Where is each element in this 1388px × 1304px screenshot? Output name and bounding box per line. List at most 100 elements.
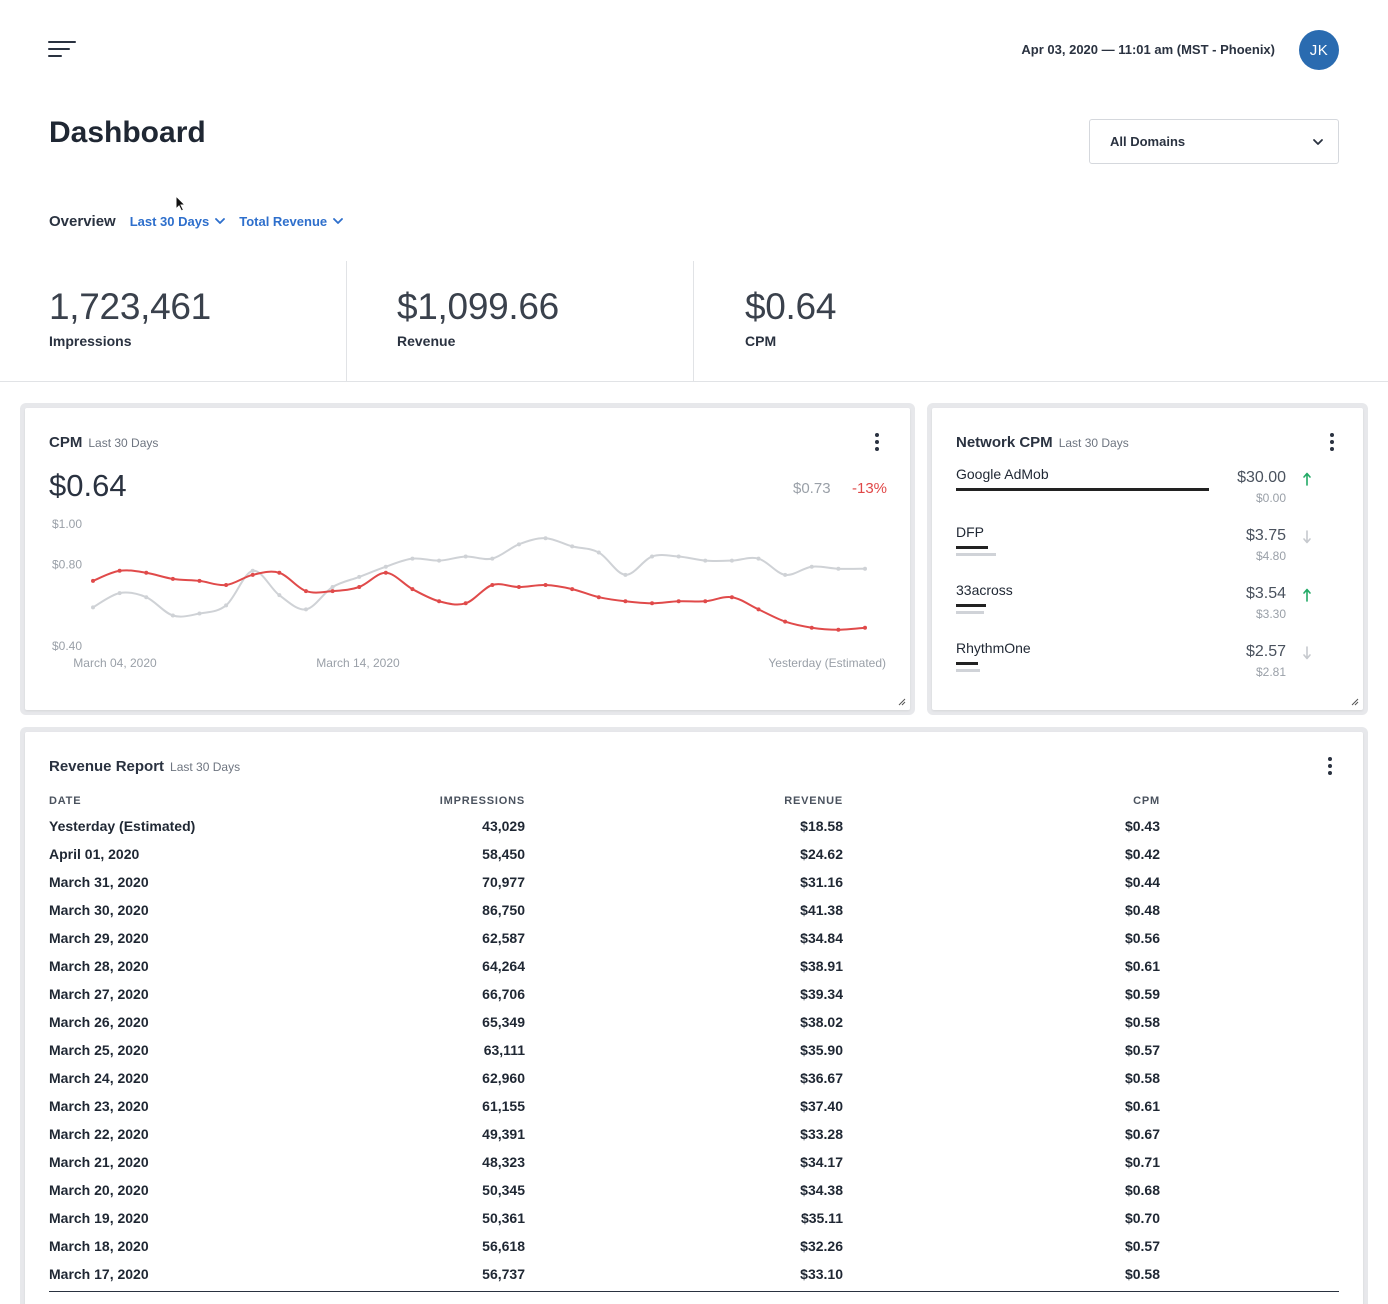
kpi-label: Revenue [397, 333, 456, 349]
card-title-text: Revenue Report [49, 758, 165, 775]
metric-filter-dropdown[interactable]: Total Revenue [239, 214, 344, 229]
network-cpm-card: Network CPM Last 30 Days Google AdMob $30.… [932, 408, 1363, 710]
cell-cpm: $0.42 [1124, 846, 1160, 862]
cell-cpm: $0.58 [1124, 1014, 1160, 1030]
current-cpm-point[interactable] [197, 578, 202, 583]
current-cpm-point[interactable] [357, 585, 362, 590]
more-options-icon[interactable] [1327, 757, 1333, 777]
current-cpm-point[interactable] [756, 607, 761, 612]
previous-cpm-point[interactable] [144, 595, 149, 600]
kpi-value: $0.64 [745, 286, 837, 327]
network-item[interactable]: Google AdMob $30.00 $0.00 [956, 466, 1336, 518]
previous-cpm-point[interactable] [410, 556, 415, 561]
current-cpm-point[interactable] [650, 601, 655, 606]
cell-impressions: 65,349 [482, 1014, 525, 1030]
previous-cpm-point[interactable] [330, 585, 335, 590]
table-header-row: DATE IMPRESSIONS REVENUE CPM [49, 790, 1339, 812]
current-cpm-point[interactable] [224, 583, 229, 587]
more-options-icon[interactable] [1329, 433, 1335, 453]
cell-spacer [1160, 1064, 1339, 1092]
current-cpm-point[interactable] [170, 576, 175, 581]
table-row: Yesterday (Estimated) 43,029 $18.58 $0.43 [49, 812, 1339, 840]
domain-select[interactable]: All Domains [1089, 119, 1339, 164]
previous-cpm-point[interactable] [596, 550, 601, 555]
previous-cpm-point[interactable] [570, 544, 575, 549]
previous-cpm-point[interactable] [756, 556, 761, 561]
period-filter-dropdown[interactable]: Last 30 Days [130, 214, 226, 229]
network-item[interactable]: 33across $3.54 $3.30 [956, 582, 1336, 634]
current-cpm-point[interactable] [516, 585, 521, 590]
network-item[interactable]: DFP $3.75 $4.80 [956, 524, 1336, 576]
current-cpm-point[interactable] [543, 583, 548, 587]
y-axis-tick-label: $0.40 [52, 639, 82, 653]
table-row: March 25, 2020 63,111 $35.90 $0.57 [49, 1036, 1339, 1064]
network-item[interactable]: RhythmOne $2.57 $2.81 [956, 640, 1336, 692]
menu-icon[interactable] [48, 40, 78, 60]
previous-cpm-point[interactable] [623, 572, 628, 577]
current-cpm-point[interactable] [410, 587, 415, 592]
previous-cpm-point[interactable] [516, 542, 521, 547]
cell-revenue: $36.67 [800, 1070, 843, 1086]
previous-cpm-point[interactable] [490, 556, 495, 561]
revenue-report-card: Revenue Report Last 30 Days DATE IMPRESSI… [25, 732, 1363, 1304]
column-header-cpm[interactable]: CPM [1133, 795, 1160, 807]
previous-cpm-point[interactable] [703, 558, 708, 563]
current-cpm-point[interactable] [676, 599, 681, 604]
previous-cpm-point[interactable] [197, 611, 202, 616]
previous-cpm-point[interactable] [170, 613, 175, 618]
current-cpm-point[interactable] [570, 587, 575, 592]
current-cpm-point[interactable] [596, 595, 601, 600]
previous-cpm-point[interactable] [863, 566, 867, 571]
current-cpm-point[interactable] [277, 570, 282, 575]
previous-cpm-point[interactable] [277, 593, 282, 598]
previous-cpm-point[interactable] [357, 574, 362, 579]
current-cpm-point[interactable] [809, 625, 814, 630]
previous-cpm-point[interactable] [91, 605, 95, 610]
current-cpm-point[interactable] [490, 583, 495, 587]
previous-cpm-point[interactable] [250, 568, 255, 573]
current-cpm-point[interactable] [463, 601, 468, 606]
previous-cpm-point[interactable] [117, 591, 122, 596]
current-cpm-point[interactable] [383, 570, 388, 575]
current-cpm-point[interactable] [250, 572, 255, 577]
network-prev-cpm-value: $2.81 [1255, 665, 1286, 679]
previous-cpm-point[interactable] [303, 607, 308, 612]
more-options-icon[interactable] [874, 433, 880, 453]
previous-cpm-point[interactable] [437, 558, 442, 563]
cell-spacer [1160, 1204, 1339, 1232]
revenue-table-body: Yesterday (Estimated) 43,029 $18.58 $0.43 Ap… [49, 812, 1339, 1288]
resize-handle-icon[interactable] [896, 696, 906, 706]
current-cpm-point[interactable] [437, 599, 442, 604]
previous-cpm-point[interactable] [543, 536, 548, 541]
cell-cpm: $0.58 [1124, 1070, 1160, 1086]
current-cpm-point[interactable] [117, 568, 122, 573]
previous-cpm-point[interactable] [676, 554, 681, 559]
cell-date: March 22, 2020 [49, 1126, 149, 1142]
previous-cpm-point[interactable] [809, 564, 814, 569]
current-cpm-point[interactable] [729, 595, 734, 600]
current-cpm-point[interactable] [836, 627, 841, 632]
arrow-up-icon [1303, 588, 1311, 602]
previous-cpm-point[interactable] [783, 572, 788, 577]
column-header-impressions[interactable]: IMPRESSIONS [439, 795, 525, 807]
current-cpm-point[interactable] [303, 589, 308, 594]
current-cpm-point[interactable] [783, 619, 788, 624]
previous-cpm-point[interactable] [224, 603, 229, 608]
current-cpm-point[interactable] [623, 599, 628, 604]
current-cpm-point[interactable] [144, 570, 149, 575]
user-avatar[interactable]: JK [1299, 30, 1339, 70]
previous-cpm-point[interactable] [650, 554, 655, 559]
table-row: March 28, 2020 64,264 $38.91 $0.61 [49, 952, 1339, 980]
previous-cpm-point[interactable] [383, 564, 388, 569]
current-cpm-point[interactable] [703, 599, 708, 604]
resize-handle-icon[interactable] [1349, 696, 1359, 706]
previous-cpm-point[interactable] [729, 558, 734, 563]
current-cpm-point[interactable] [863, 625, 867, 630]
current-cpm-point[interactable] [91, 578, 95, 583]
cell-revenue: $18.58 [800, 818, 843, 834]
column-header-revenue[interactable]: REVENUE [784, 795, 843, 807]
previous-cpm-point[interactable] [463, 554, 468, 559]
current-cpm-point[interactable] [330, 589, 335, 594]
column-header-date[interactable]: DATE [49, 795, 82, 807]
previous-cpm-point[interactable] [836, 566, 841, 571]
